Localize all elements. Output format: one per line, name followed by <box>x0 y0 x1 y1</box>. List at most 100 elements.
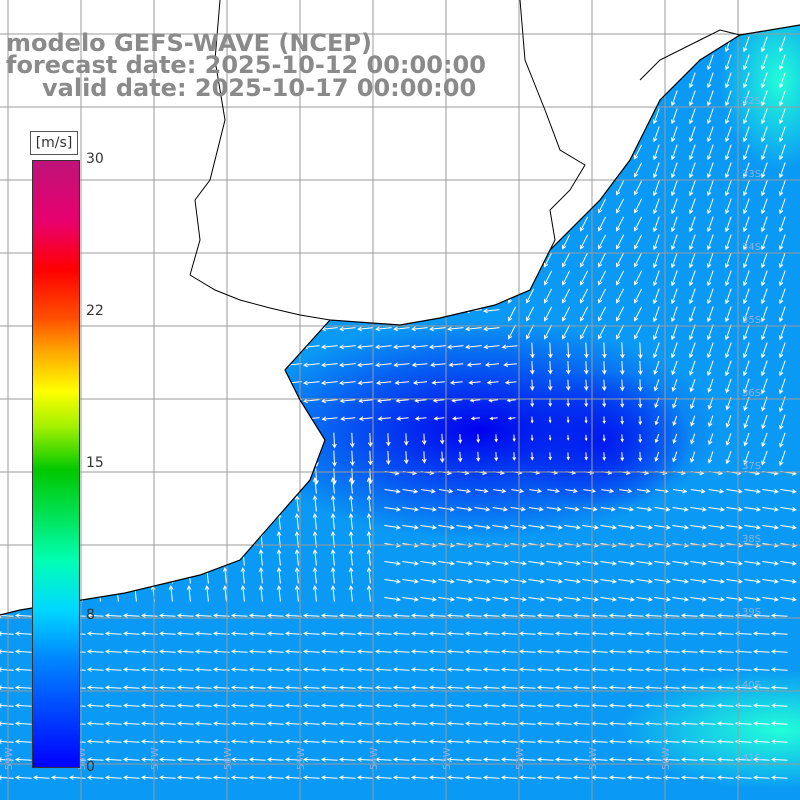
wind-arrow <box>104 703 122 708</box>
wind-arrow <box>0 326 14 332</box>
wind-arrow <box>724 198 732 215</box>
wind-arrow <box>518 685 536 690</box>
wind-arrow <box>0 380 14 386</box>
wind-arrow <box>320 775 338 780</box>
wind-arrow <box>230 739 248 744</box>
wind-arrow <box>105 362 122 368</box>
wind-arrow <box>86 649 104 654</box>
wind-arrow <box>492 506 509 512</box>
wind-arrow <box>116 468 121 486</box>
wind-arrow <box>321 218 338 224</box>
wind-arrow <box>294 585 300 602</box>
wind-arrow <box>356 757 374 762</box>
wind-arrow <box>186 495 192 512</box>
wind-arrow <box>15 290 32 296</box>
wind-arrow <box>464 757 482 762</box>
wind-arrow <box>367 432 373 448</box>
wind-arrow <box>662 613 680 618</box>
wind-arrow <box>742 36 750 53</box>
wind-arrow <box>285 218 302 224</box>
wind-arrow <box>105 200 122 206</box>
wind-arrow <box>87 344 104 350</box>
wind-arrow <box>662 775 680 780</box>
wind-arrow <box>375 254 392 260</box>
wind-arrow <box>258 585 264 602</box>
wind-arrow <box>285 326 302 332</box>
wind-arrow <box>554 721 572 726</box>
wind-arrow <box>134 432 139 450</box>
wind-arrow <box>572 739 590 744</box>
wind-arrow <box>177 344 194 350</box>
wind-arrow <box>760 126 768 143</box>
wind-arrow <box>51 110 68 116</box>
wind-arrow <box>0 110 14 116</box>
wind-arrow <box>547 379 553 391</box>
wind-arrow <box>724 252 732 269</box>
wind-arrow <box>742 126 750 143</box>
wind-arrow <box>87 110 104 116</box>
wind-arrow <box>96 495 102 512</box>
wind-arrow <box>170 450 175 468</box>
wind-arrow <box>195 218 212 224</box>
wind-arrow <box>707 378 714 393</box>
wind-arrow <box>393 200 410 206</box>
wind-arrow <box>141 146 158 152</box>
wind-arrow <box>140 775 158 780</box>
wind-arrow <box>652 306 660 323</box>
wind-arrow <box>634 288 643 304</box>
wind-arrow <box>420 525 437 530</box>
wind-arrow <box>482 775 500 780</box>
wind-arrow <box>526 324 535 340</box>
wind-arrow <box>690 488 706 494</box>
wind-arrow <box>572 757 590 762</box>
wind-arrow <box>602 452 607 461</box>
wind-arrow <box>688 72 696 89</box>
wind-arrow <box>122 631 140 636</box>
wind-arrow <box>429 128 446 134</box>
wind-arrow <box>86 775 104 780</box>
wind-arrow <box>608 757 626 762</box>
wind-arrow <box>508 198 517 214</box>
wind-arrow <box>482 631 500 636</box>
wind-arrow <box>321 308 338 314</box>
wind-arrow <box>761 450 768 466</box>
wind-arrow <box>170 432 175 450</box>
wind-arrow <box>583 379 589 391</box>
wind-arrow <box>321 164 338 170</box>
wind-arrow <box>508 72 517 88</box>
wind-arrow <box>598 306 607 322</box>
wind-arrow <box>249 308 266 314</box>
wind-arrow <box>357 164 374 170</box>
wind-arrow <box>87 200 104 206</box>
wind-arrow <box>267 272 284 278</box>
wind-arrow <box>672 488 688 494</box>
wind-arrow <box>249 146 266 152</box>
model-title: modelo GEFS-WAVE (NCEP) <box>6 29 372 57</box>
wind-arrow <box>619 488 633 494</box>
wind-arrow <box>350 450 355 467</box>
wind-arrow <box>195 380 212 386</box>
wind-arrow <box>123 344 140 350</box>
wind-arrow <box>670 234 678 251</box>
wind-arrow <box>500 649 518 654</box>
wind-arrow <box>320 685 338 690</box>
wind-arrow <box>638 434 643 444</box>
wind-arrow <box>104 667 122 672</box>
wind-arrow <box>698 685 716 690</box>
wind-arrow <box>87 254 104 260</box>
wind-arrow <box>177 164 194 170</box>
wind-arrow <box>562 180 571 196</box>
wind-arrow <box>14 649 32 654</box>
wind-arrow <box>158 649 176 654</box>
wind-arrow <box>159 272 176 278</box>
wind-arrow <box>608 721 626 726</box>
wind-arrow <box>652 162 660 179</box>
wind-arrow <box>104 649 122 654</box>
wind-arrow <box>194 631 212 636</box>
wind-arrow <box>608 703 626 708</box>
wind-arrow <box>726 507 743 512</box>
wind-arrow <box>267 416 284 422</box>
wind-arrow <box>566 342 571 359</box>
wind-arrow <box>15 200 32 206</box>
wind-arrow <box>186 477 192 494</box>
